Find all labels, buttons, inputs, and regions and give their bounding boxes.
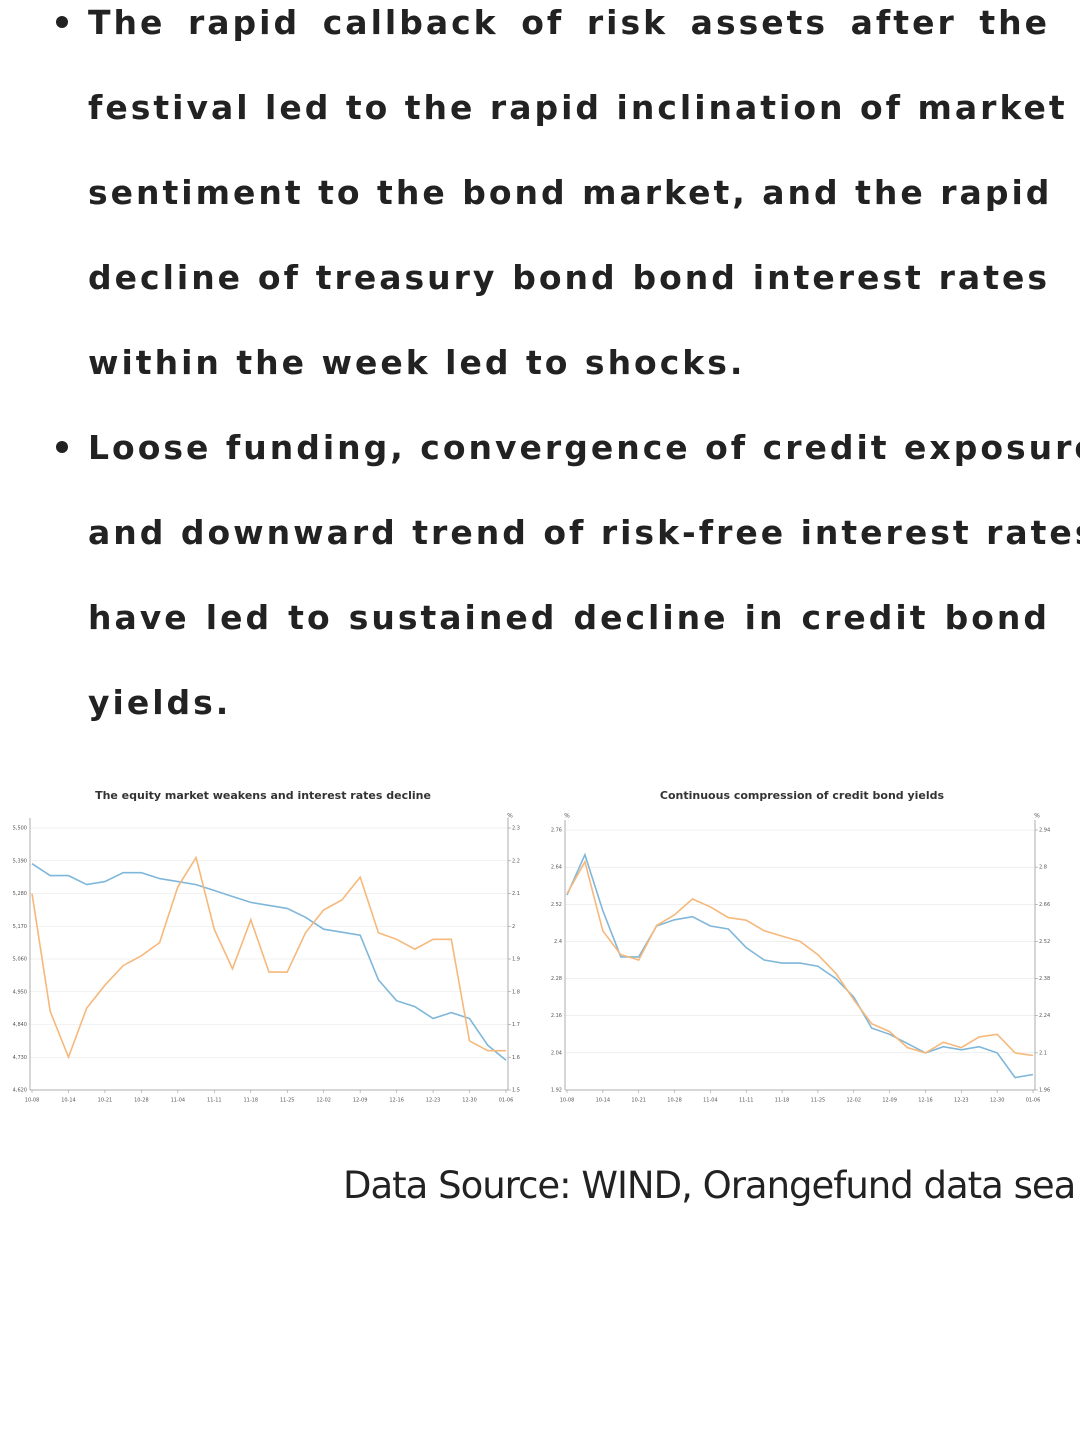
bullet-dot bbox=[56, 16, 68, 28]
y2-tick-label: 2.1 bbox=[512, 891, 520, 897]
x-tick-label: 12-30 bbox=[462, 1098, 477, 1104]
bullet-line: festival led to the rapid inclination of… bbox=[88, 88, 1068, 127]
y2-tick-label: 2.3 bbox=[512, 826, 520, 832]
y2-tick-label: 1.8 bbox=[512, 989, 520, 995]
x-tick-label: 11-04 bbox=[171, 1098, 186, 1104]
x-tick-label: 12-02 bbox=[847, 1098, 862, 1104]
y2-tick-label: 2.94 bbox=[1039, 828, 1050, 834]
series-line bbox=[566, 852, 1034, 1079]
x-tick-label: 10-28 bbox=[667, 1098, 682, 1104]
y2-tick-label: 2.52 bbox=[1039, 939, 1050, 945]
y2-tick-label: 2.24 bbox=[1039, 1013, 1050, 1019]
x-tick-label: 11-25 bbox=[280, 1098, 295, 1104]
chart: The equity market weakens and interest r… bbox=[13, 789, 520, 1104]
y-tick-label: 4,840 bbox=[13, 1022, 27, 1028]
y-tick-label: 5,170 bbox=[13, 924, 27, 930]
y-tick-label: 5,500 bbox=[13, 826, 27, 832]
y2-tick-label: 2.2 bbox=[512, 858, 520, 864]
y2-tick-label: 1.96 bbox=[1039, 1088, 1050, 1094]
x-tick-label: 12-23 bbox=[954, 1098, 969, 1104]
y-tick-label: 4,950 bbox=[13, 989, 27, 995]
x-tick-label: 12-16 bbox=[389, 1098, 404, 1104]
y2-tick-label: 1.7 bbox=[512, 1022, 520, 1028]
x-tick-label: 12-09 bbox=[882, 1098, 897, 1104]
x-tick-label: 12-09 bbox=[353, 1098, 368, 1104]
y-tick-label: 1.92 bbox=[551, 1088, 562, 1094]
y-tick-label: 2.04 bbox=[551, 1050, 562, 1056]
series-line bbox=[31, 863, 507, 1061]
y-tick-label: 2.52 bbox=[551, 902, 562, 908]
bullet-line: within the week led to shocks. bbox=[88, 343, 746, 382]
y2-unit: % bbox=[1034, 813, 1040, 820]
y-tick-label: 5,390 bbox=[13, 858, 27, 864]
x-tick-label: 10-14 bbox=[61, 1098, 76, 1104]
y-tick-label: 2.76 bbox=[551, 828, 562, 834]
x-tick-label: 10-08 bbox=[25, 1098, 40, 1104]
y2-unit: % bbox=[507, 813, 513, 820]
y-tick-label: 2.28 bbox=[551, 976, 562, 982]
bullet-line: Loose funding, convergence of credit exp… bbox=[88, 428, 1080, 467]
bullet-line: and downward trend of risk-free interest… bbox=[88, 513, 1080, 552]
x-tick-label: 11-11 bbox=[739, 1098, 754, 1104]
x-tick-label: 10-21 bbox=[631, 1098, 646, 1104]
x-tick-label: 11-11 bbox=[207, 1098, 222, 1104]
bullet-line: have led to sustained decline in credit … bbox=[88, 598, 1050, 637]
x-tick-label: 01-06 bbox=[1026, 1098, 1041, 1104]
bullet-dot bbox=[56, 441, 68, 453]
y2-tick-label: 2.1 bbox=[1039, 1050, 1047, 1056]
x-tick-label: 10-08 bbox=[560, 1098, 575, 1104]
x-tick-label: 12-16 bbox=[918, 1098, 933, 1104]
y2-tick-label: 2.38 bbox=[1039, 976, 1050, 982]
y2-tick-label: 1.6 bbox=[512, 1055, 520, 1061]
x-tick-label: 12-30 bbox=[990, 1098, 1005, 1104]
bullet-line: yields. bbox=[88, 683, 232, 722]
x-tick-label: 01-06 bbox=[499, 1098, 514, 1104]
y2-tick-label: 1.9 bbox=[512, 957, 520, 963]
y-tick-label: 4,620 bbox=[13, 1088, 27, 1094]
y-tick-label: 2.64 bbox=[551, 865, 562, 871]
bullet-line: decline of treasury bond bond interest r… bbox=[88, 258, 1050, 297]
chart-title: Continuous compression of credit bond yi… bbox=[660, 789, 945, 802]
y2-tick-label: 2 bbox=[512, 924, 515, 930]
y-tick-label: 4,730 bbox=[13, 1055, 27, 1061]
x-tick-label: 11-04 bbox=[703, 1098, 718, 1104]
y-tick-label: 5,060 bbox=[13, 957, 27, 963]
x-tick-label: 10-21 bbox=[98, 1098, 113, 1104]
y-tick-label: 2.4 bbox=[554, 939, 562, 945]
x-tick-label: 10-14 bbox=[596, 1098, 611, 1104]
y2-tick-label: 2.66 bbox=[1039, 902, 1050, 908]
x-tick-label: 11-18 bbox=[244, 1098, 259, 1104]
x-tick-label: 12-02 bbox=[316, 1098, 331, 1104]
y2-tick-label: 2.8 bbox=[1039, 865, 1047, 871]
y2-tick-label: 1.5 bbox=[512, 1088, 520, 1094]
series-line bbox=[566, 859, 1034, 1057]
y-tick-label: 5,280 bbox=[13, 891, 27, 897]
x-tick-label: 11-18 bbox=[775, 1098, 790, 1104]
x-tick-label: 11-25 bbox=[811, 1098, 826, 1104]
bullet-line: sentiment to the bond market, and the ra… bbox=[88, 173, 1053, 212]
source-note: Data Source: WIND, Orangefund data sea bbox=[343, 1164, 1076, 1207]
chart-title: The equity market weakens and interest r… bbox=[95, 789, 431, 802]
x-tick-label: 10-28 bbox=[134, 1098, 149, 1104]
y-tick-label: 2.16 bbox=[551, 1013, 562, 1019]
x-tick-label: 12-23 bbox=[426, 1098, 441, 1104]
series-line bbox=[31, 855, 506, 1060]
y-unit: % bbox=[564, 813, 570, 820]
chart: Continuous compression of credit bond yi… bbox=[551, 789, 1050, 1104]
bullet-line: The rapid callback of risk assets after … bbox=[88, 3, 1050, 42]
